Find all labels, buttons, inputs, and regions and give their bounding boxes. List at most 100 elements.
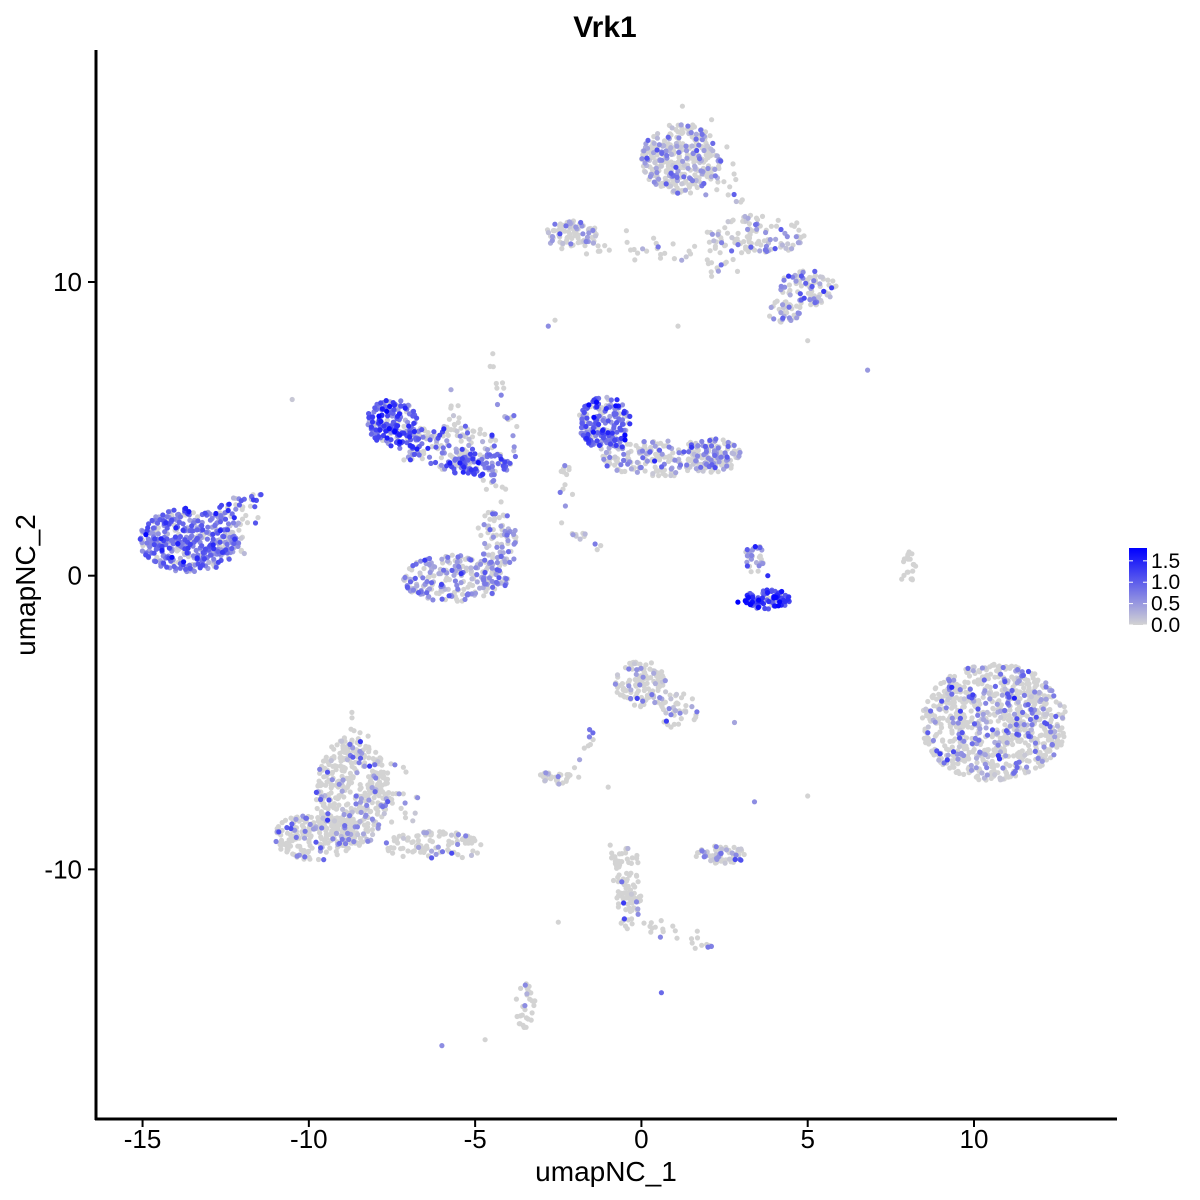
cell-point — [957, 687, 963, 693]
cell-point — [346, 836, 352, 843]
cell-point — [334, 742, 340, 748]
cell-point — [181, 559, 187, 565]
cell-point — [737, 449, 743, 456]
cell-point — [450, 413, 457, 419]
cell-point — [992, 772, 998, 778]
cell-point — [629, 855, 635, 861]
cell-point — [1052, 734, 1058, 740]
cell-point — [953, 695, 960, 701]
cell-point — [494, 567, 500, 573]
cell-point — [1002, 679, 1008, 685]
cell-point — [586, 734, 593, 740]
cell-point — [644, 695, 650, 701]
cell-point — [631, 661, 638, 667]
cell-point — [369, 414, 375, 420]
cell-point — [821, 288, 827, 294]
cell-point — [627, 421, 633, 427]
cell-point — [295, 843, 301, 849]
cell-point — [498, 456, 504, 462]
cell-point — [455, 841, 461, 848]
cell-point — [370, 831, 376, 838]
cell-point — [659, 464, 665, 470]
cell-point — [194, 555, 200, 561]
cell-point — [501, 385, 507, 391]
cell-point — [409, 567, 415, 573]
cell-point — [431, 573, 437, 579]
cell-point — [202, 546, 208, 552]
cell-point — [452, 578, 458, 584]
cell-point — [455, 419, 461, 426]
cell-point — [689, 940, 695, 946]
cell-point — [988, 719, 994, 725]
cell-point — [458, 438, 464, 444]
cell-point — [301, 835, 308, 841]
cell-point — [357, 739, 363, 745]
cell-point — [949, 691, 955, 697]
cell-point — [684, 155, 690, 161]
cell-point — [612, 437, 618, 443]
cell-point — [763, 229, 769, 236]
cell-point — [202, 510, 208, 516]
cell-point — [447, 460, 453, 466]
cell-point — [285, 843, 291, 849]
cell-point — [464, 592, 470, 598]
cell-point — [652, 458, 658, 464]
cell-point — [477, 431, 483, 437]
cell-point — [771, 316, 777, 322]
cell-point — [486, 575, 492, 581]
cell-point — [446, 593, 452, 599]
cell-point — [590, 730, 596, 736]
cell-point — [689, 696, 696, 702]
cell-point — [1020, 672, 1026, 679]
cell-point — [1030, 698, 1036, 704]
cell-point — [1054, 723, 1061, 729]
cell-point — [1024, 713, 1030, 719]
cell-point — [374, 811, 380, 817]
cell-point — [494, 385, 500, 391]
cell-point — [429, 839, 435, 845]
cell-point — [733, 852, 739, 858]
cell-point — [384, 780, 390, 786]
cell-point — [349, 709, 355, 716]
cell-point — [467, 581, 473, 587]
cell-point — [625, 917, 632, 923]
cell-point — [504, 415, 510, 421]
cell-point — [436, 571, 442, 577]
cell-point — [412, 575, 418, 582]
cell-point — [289, 396, 295, 403]
cell-point — [768, 223, 775, 229]
cell-point — [487, 527, 493, 533]
cell-point — [351, 728, 357, 734]
cell-point — [559, 246, 565, 252]
cell-point — [641, 687, 647, 694]
cell-point — [455, 586, 461, 592]
cell-point — [372, 762, 378, 768]
cell-point — [652, 924, 658, 930]
cell-point — [584, 234, 591, 240]
cell-point — [793, 278, 799, 284]
cell-point — [998, 714, 1004, 721]
cell-point — [817, 274, 823, 280]
x-tick-label: 0 — [634, 1124, 648, 1154]
cell-point — [522, 1003, 528, 1009]
cell-point — [189, 528, 195, 534]
cell-point — [402, 800, 408, 806]
cell-point — [1011, 695, 1018, 701]
cell-point — [641, 920, 647, 926]
cell-point — [681, 174, 687, 180]
cell-point — [675, 721, 682, 727]
cell-point — [500, 512, 506, 518]
cell-point — [785, 241, 791, 247]
cell-point — [366, 755, 372, 761]
cell-point — [805, 338, 811, 344]
cell-point — [453, 449, 460, 455]
cell-point — [1053, 713, 1059, 720]
cell-point — [440, 445, 446, 451]
cell-point — [663, 710, 669, 716]
cell-point — [507, 559, 513, 566]
cell-point — [207, 517, 213, 523]
cell-point — [318, 796, 324, 803]
cell-point — [563, 223, 569, 229]
cell-point — [654, 135, 661, 141]
cell-point — [350, 754, 356, 760]
